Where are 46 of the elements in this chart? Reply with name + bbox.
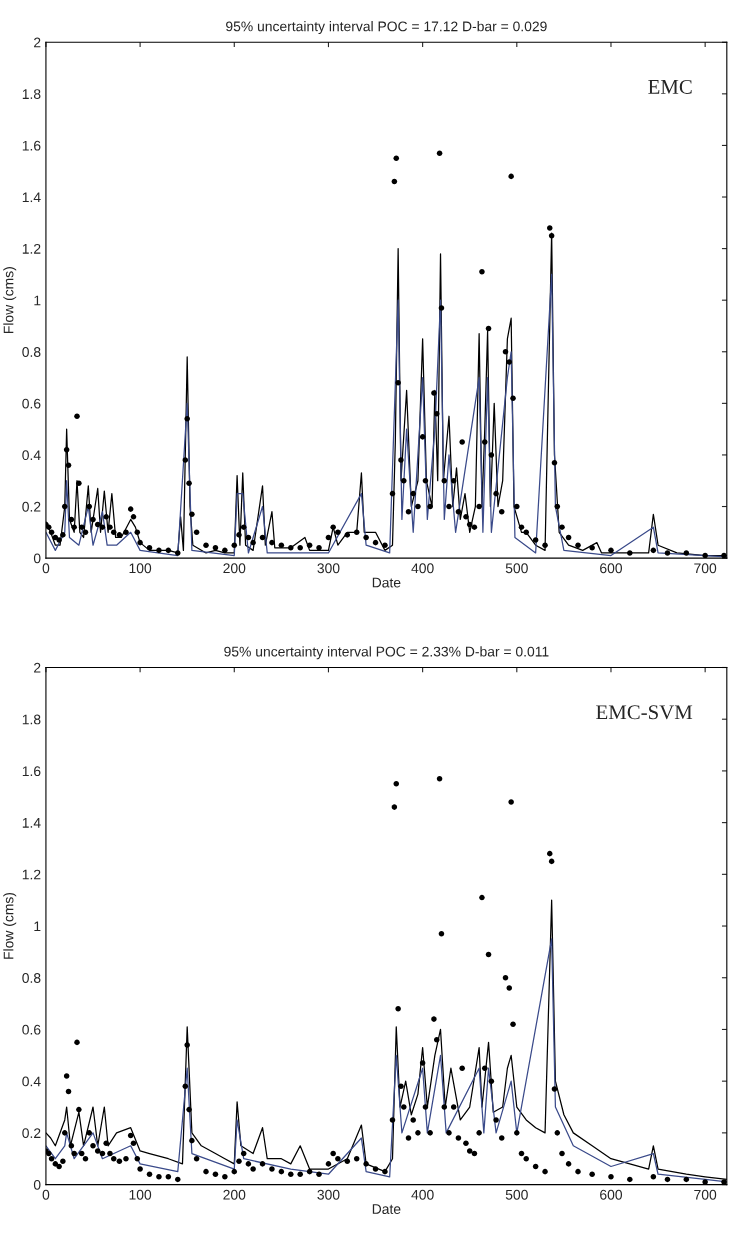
annotation: EMC-SVM (596, 705, 693, 720)
y-axis-title: Flow (cms) (3, 267, 17, 333)
x-tick-label: 700 (694, 1189, 717, 1200)
y-tick-label: 1.6 (22, 766, 41, 777)
x-axis-title: Date (372, 577, 401, 588)
x-axis-title: Date (372, 1204, 401, 1214)
y-tick-label: 1.4 (22, 818, 41, 828)
x-tick-label: 0 (42, 1189, 50, 1200)
y-tick-label: 0.6 (22, 398, 41, 409)
y-tick-label: 0.8 (22, 973, 41, 983)
x-tick-label: 500 (505, 1189, 528, 1200)
annotation: EMC (648, 79, 692, 94)
y-tick-label: 1 (34, 921, 41, 932)
x-tick-label: 600 (600, 1189, 623, 1200)
y-axis-title: Flow (cms) (3, 892, 17, 959)
x-tick-label: 300 (317, 563, 340, 574)
y-tick-label: 0.2 (22, 501, 41, 512)
x-tick-label: 0 (42, 563, 50, 574)
x-tick-label: 200 (223, 563, 246, 574)
y-tick-label: 1.6 (22, 140, 41, 151)
x-tick-label: 100 (129, 563, 152, 574)
y-tick-label: 2 (34, 37, 41, 48)
y-tick-label: 1 (34, 295, 41, 306)
y-tick-label: 1.8 (22, 89, 41, 100)
x-tick-label: 100 (129, 1189, 152, 1200)
x-tick-label: 500 (505, 563, 528, 574)
y-tick-label: 0.6 (22, 1024, 41, 1035)
y-tick-label: 0.2 (22, 1128, 41, 1139)
x-tick-label: 200 (223, 1189, 246, 1200)
y-tick-label: 0.4 (22, 1076, 41, 1087)
x-tick-label: 400 (411, 563, 434, 574)
x-tick-label: 600 (600, 563, 623, 574)
y-tick-label: 1.8 (22, 714, 41, 725)
y-tick-label: 0 (33, 553, 41, 564)
y-tick-label: 0 (33, 1179, 41, 1190)
x-tick-label: 400 (411, 1189, 434, 1200)
y-tick-label: 0.4 (22, 450, 41, 461)
x-tick-label: 700 (694, 563, 717, 574)
y-tick-label: 1.2 (22, 243, 41, 254)
chart-title: 95% uncertainty interval POC = 17.12 D-bar = 0.029 (226, 21, 547, 35)
y-tick-label: 0.8 (22, 347, 41, 357)
y-tick-label: 1.2 (22, 869, 41, 880)
x-tick-label: 300 (317, 1189, 340, 1200)
y-tick-label: 1.4 (22, 192, 41, 203)
chart-title: 95% uncertainty interval POC = 2.33% D-bar = 0.011 (224, 646, 549, 660)
y-tick-label: 2 (34, 662, 41, 673)
